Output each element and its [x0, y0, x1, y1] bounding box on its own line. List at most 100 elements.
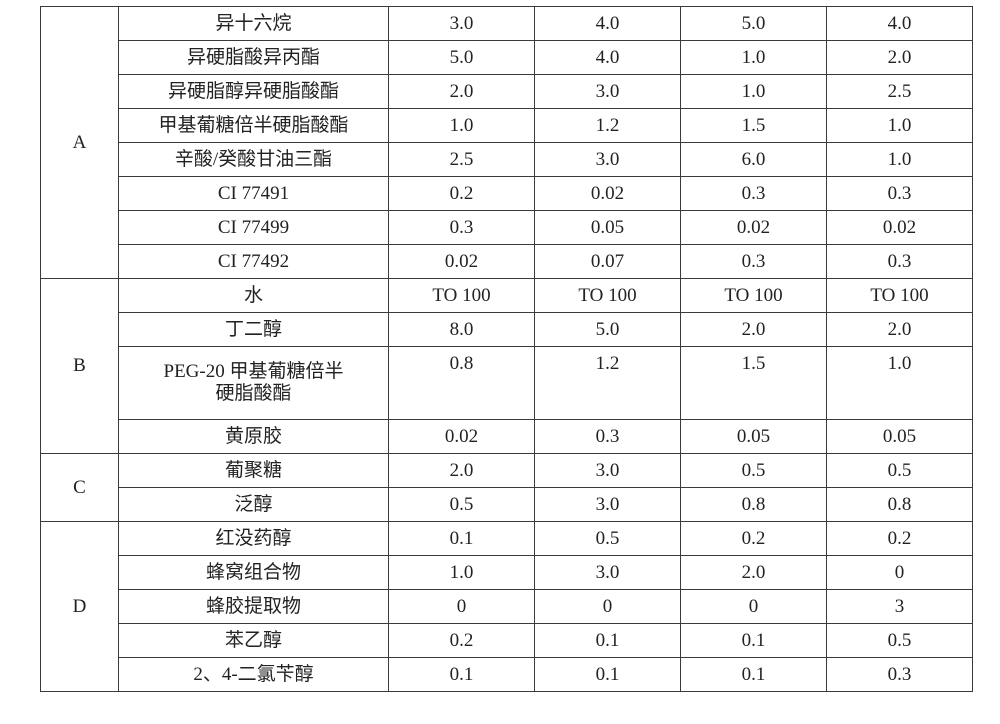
value-cell: 1.0 [827, 143, 973, 177]
value-cell: 3.0 [535, 75, 681, 109]
table-row: 蜂窝组合物1.03.02.00 [41, 556, 973, 590]
value-cell: 0.02 [827, 211, 973, 245]
value-cell: 2.0 [827, 41, 973, 75]
ingredient-name: 异硬脂醇异硬脂酸酯 [119, 75, 389, 109]
value-cell: 4.0 [535, 7, 681, 41]
value-cell: 0.02 [389, 420, 535, 454]
value-cell: 0.02 [681, 211, 827, 245]
value-cell: 5.0 [681, 7, 827, 41]
value-cell: 0.07 [535, 245, 681, 279]
value-cell: 0.1 [389, 522, 535, 556]
value-cell: 4.0 [535, 41, 681, 75]
value-cell: 3.0 [535, 556, 681, 590]
value-cell: 1.0 [827, 347, 973, 420]
value-cell: 0.1 [535, 624, 681, 658]
value-cell: 1.5 [681, 347, 827, 420]
value-cell: 0.5 [827, 454, 973, 488]
value-cell: 3.0 [535, 454, 681, 488]
value-cell: 3.0 [535, 143, 681, 177]
ingredient-name: 黄原胶 [119, 420, 389, 454]
value-cell: 0.05 [535, 211, 681, 245]
table-row: 异硬脂醇异硬脂酸酯2.03.01.02.5 [41, 75, 973, 109]
table-row: C葡聚糖2.03.00.50.5 [41, 454, 973, 488]
value-cell: 0.3 [681, 245, 827, 279]
value-cell: 0.3 [827, 177, 973, 211]
value-cell: 0.05 [681, 420, 827, 454]
value-cell: 0.1 [535, 658, 681, 692]
ingredient-name: PEG-20 甲基葡糖倍半 硬脂酸酯 [119, 347, 389, 420]
value-cell: 0.2 [827, 522, 973, 556]
value-cell: 0.3 [827, 245, 973, 279]
table-row: 泛醇0.53.00.80.8 [41, 488, 973, 522]
value-cell: 0.2 [389, 624, 535, 658]
group-label: C [41, 454, 119, 522]
value-cell: 8.0 [389, 313, 535, 347]
value-cell: 1.2 [535, 347, 681, 420]
value-cell: 0 [535, 590, 681, 624]
value-cell: TO 100 [535, 279, 681, 313]
group-label: D [41, 522, 119, 692]
table-row: 蜂胶提取物0003 [41, 590, 973, 624]
table-row: B水TO 100TO 100TO 100TO 100 [41, 279, 973, 313]
value-cell: 0.8 [681, 488, 827, 522]
table-row: CI 774910.20.020.30.3 [41, 177, 973, 211]
ingredient-name: 辛酸/癸酸甘油三酯 [119, 143, 389, 177]
value-cell: 1.5 [681, 109, 827, 143]
table-row: 辛酸/癸酸甘油三酯2.53.06.01.0 [41, 143, 973, 177]
value-cell: 5.0 [389, 41, 535, 75]
ingredient-name: 水 [119, 279, 389, 313]
value-cell: 0.02 [535, 177, 681, 211]
value-cell: 0.3 [535, 420, 681, 454]
ingredient-name: 甲基葡糖倍半硬脂酸酯 [119, 109, 389, 143]
ingredient-name: CI 77491 [119, 177, 389, 211]
value-cell: 2.0 [389, 454, 535, 488]
value-cell: 2.0 [681, 556, 827, 590]
value-cell: 0 [681, 590, 827, 624]
value-cell: 0.5 [681, 454, 827, 488]
value-cell: 0.3 [681, 177, 827, 211]
table-row: 2、4-二氯苄醇0.10.10.10.3 [41, 658, 973, 692]
ingredient-name: CI 77499 [119, 211, 389, 245]
ingredient-name: 红没药醇 [119, 522, 389, 556]
table-row: 苯乙醇0.20.10.10.5 [41, 624, 973, 658]
ingredient-name: 异硬脂酸异丙酯 [119, 41, 389, 75]
value-cell: 0.05 [827, 420, 973, 454]
value-cell: 0.5 [535, 522, 681, 556]
ingredient-name: CI 77492 [119, 245, 389, 279]
value-cell: 0.02 [389, 245, 535, 279]
value-cell: 0.3 [827, 658, 973, 692]
value-cell: 4.0 [827, 7, 973, 41]
value-cell: 1.0 [389, 109, 535, 143]
value-cell: 0 [389, 590, 535, 624]
value-cell: 2.5 [827, 75, 973, 109]
ingredient-name: 泛醇 [119, 488, 389, 522]
value-cell: 3.0 [389, 7, 535, 41]
formulation-table: A异十六烷3.04.05.04.0异硬脂酸异丙酯5.04.01.02.0异硬脂醇… [40, 6, 973, 692]
ingredient-name: 丁二醇 [119, 313, 389, 347]
value-cell: 2.0 [827, 313, 973, 347]
value-cell: 0.1 [389, 658, 535, 692]
ingredient-name: 2、4-二氯苄醇 [119, 658, 389, 692]
value-cell: 0.1 [681, 658, 827, 692]
table-row: 丁二醇8.05.02.02.0 [41, 313, 973, 347]
value-cell: 6.0 [681, 143, 827, 177]
value-cell: 0.8 [827, 488, 973, 522]
value-cell: 0.5 [827, 624, 973, 658]
table-row: A异十六烷3.04.05.04.0 [41, 7, 973, 41]
value-cell: 0.2 [389, 177, 535, 211]
value-cell: 2.0 [389, 75, 535, 109]
value-cell: 1.0 [681, 75, 827, 109]
value-cell: 0.3 [389, 211, 535, 245]
value-cell: 3.0 [535, 488, 681, 522]
group-label: A [41, 7, 119, 279]
value-cell: 0 [827, 556, 973, 590]
table-row: CI 774990.30.050.020.02 [41, 211, 973, 245]
value-cell: TO 100 [681, 279, 827, 313]
ingredient-name: 苯乙醇 [119, 624, 389, 658]
value-cell: TO 100 [827, 279, 973, 313]
value-cell: TO 100 [389, 279, 535, 313]
value-cell: 0.5 [389, 488, 535, 522]
table-row: 甲基葡糖倍半硬脂酸酯1.01.21.51.0 [41, 109, 973, 143]
value-cell: 5.0 [535, 313, 681, 347]
value-cell: 3 [827, 590, 973, 624]
